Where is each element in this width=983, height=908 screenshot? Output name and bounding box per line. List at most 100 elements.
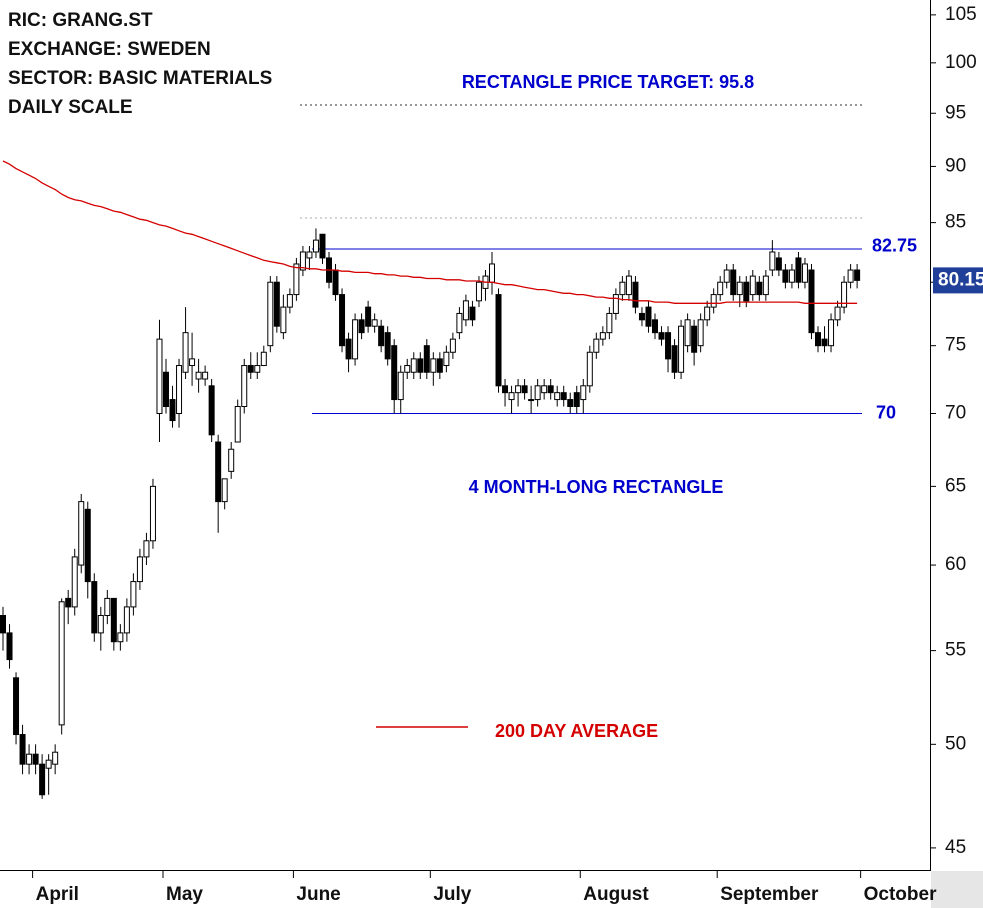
x-tick-label: September (720, 884, 819, 905)
candle-body (710, 294, 717, 308)
candle-body (241, 365, 248, 408)
y-tick-label: 65 (945, 475, 966, 496)
candle-body (573, 392, 580, 408)
candle-body (32, 753, 39, 765)
candle-body (280, 306, 287, 334)
candle-body (743, 281, 750, 302)
moving-average-line (2, 160, 858, 304)
candle-body (749, 275, 756, 296)
candle-body (795, 257, 802, 283)
candle-body (495, 294, 502, 387)
candle-body (801, 263, 808, 283)
candle-body (130, 581, 137, 608)
candle-body (306, 251, 313, 259)
candle-body (443, 351, 450, 367)
candle-body (143, 540, 150, 558)
info-line: RIC: GRANG.ST (8, 10, 153, 31)
candle-body (332, 269, 339, 296)
candle-body (84, 508, 91, 583)
candle-body (430, 358, 437, 373)
candle-body (775, 257, 782, 271)
y-tick-label: 75 (945, 335, 966, 356)
candle-body (358, 319, 365, 334)
candle-body (736, 281, 743, 296)
candle-body (65, 597, 72, 608)
candle-body (436, 358, 443, 373)
support-label: 70 (876, 402, 896, 422)
candle-body (352, 319, 359, 360)
candle-body (808, 269, 815, 334)
x-tick-label: April (36, 884, 79, 905)
candle-body (665, 332, 672, 360)
candle-body (195, 371, 202, 380)
candle-body (254, 365, 261, 373)
candle-body (391, 345, 398, 401)
y-tick-label: 55 (945, 640, 966, 661)
x-tick-label: October (864, 884, 937, 905)
candle-body (508, 392, 515, 401)
candle-body (456, 312, 463, 334)
candle-body (378, 325, 385, 347)
x-tick-label: May (166, 884, 203, 905)
candle-body (293, 263, 300, 296)
last-price-label: 80.15 (938, 269, 983, 290)
candle-body (136, 556, 143, 583)
candle-body (502, 385, 509, 394)
candle-body (554, 392, 561, 401)
candle-body (762, 275, 769, 296)
candle-body (645, 306, 652, 327)
y-tick-label: 45 (945, 837, 966, 858)
candle-body (91, 581, 98, 634)
info-line: SECTOR: BASIC MATERIALS (8, 68, 272, 89)
candle-body (521, 385, 528, 394)
candle-body (815, 332, 821, 347)
candle-body (606, 312, 613, 334)
candle-body (339, 294, 346, 347)
legend-label: 200 DAY AVERAGE (495, 721, 658, 741)
candle-body (632, 281, 639, 308)
candle-body (599, 332, 606, 340)
candle-body (534, 385, 541, 401)
candle-body (821, 338, 828, 347)
candle-body (854, 269, 861, 281)
candle-body (267, 281, 274, 347)
candle-body (384, 332, 391, 360)
candle-body (189, 358, 196, 367)
candle-body (110, 597, 117, 643)
candle-body (417, 358, 424, 373)
candle-body (638, 312, 645, 321)
y-tick-label: 50 (945, 733, 966, 754)
candle-body (176, 365, 183, 415)
candle-body (567, 399, 574, 408)
resistance-label: 82.75 (872, 236, 917, 256)
candle-body (788, 269, 795, 283)
candle-body (247, 365, 254, 373)
candle-body (528, 399, 535, 402)
candle-body (0, 614, 6, 634)
y-tick-label: 60 (945, 554, 966, 575)
candle-body (547, 385, 554, 394)
candle-body (782, 269, 789, 283)
x-tick-label: July (433, 884, 471, 905)
candle-body (423, 345, 430, 373)
last-price-box (933, 267, 983, 294)
candle-body (78, 501, 85, 566)
candle-body (560, 392, 567, 401)
candle-body (182, 332, 189, 373)
candle-body (286, 294, 293, 308)
candle-body (841, 281, 848, 308)
x-tick-label: August (583, 884, 649, 905)
candle-body (586, 351, 593, 387)
candle-body (717, 281, 724, 296)
candle-body (593, 338, 600, 353)
candle-body (234, 406, 241, 443)
candle-body (260, 351, 267, 367)
candle-body (39, 763, 46, 796)
y-tick-label: 70 (945, 403, 966, 424)
candle-body (475, 281, 482, 302)
y-tick-label: 85 (945, 212, 966, 233)
candle-body (221, 478, 228, 503)
candle-body (828, 319, 835, 347)
candle-body (652, 319, 658, 334)
candle-body (704, 306, 711, 321)
